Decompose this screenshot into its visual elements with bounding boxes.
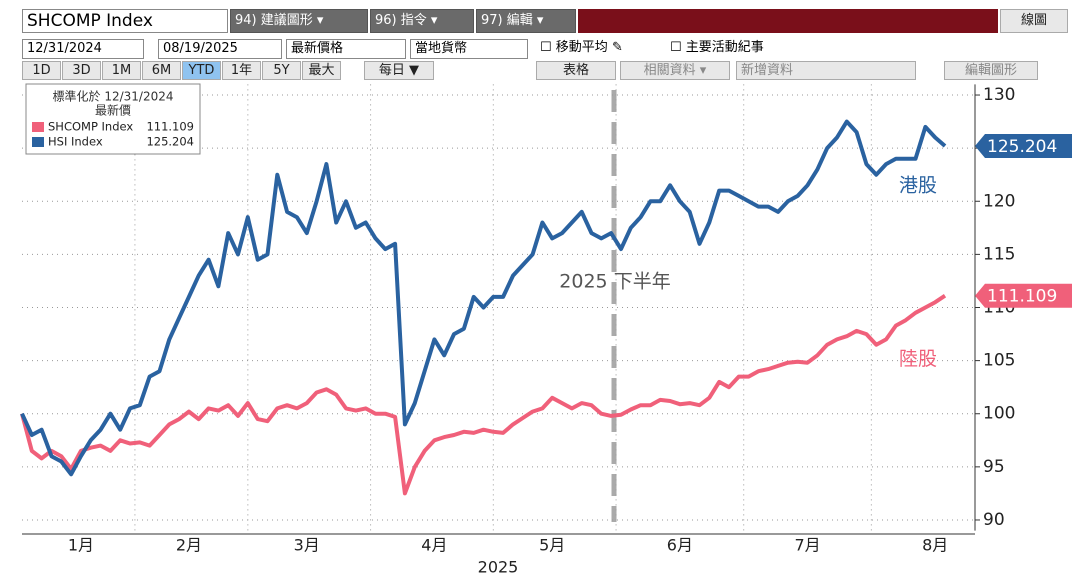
toolbar-button[interactable]: 編輯圖形 [944, 61, 1038, 80]
series-line [20, 294, 947, 496]
legend-value: 125.204 [146, 135, 194, 149]
ticker[interactable]: SHCOMP Index [22, 9, 228, 33]
y-tick-label: 115 [983, 244, 1015, 264]
y-tick-label: 105 [983, 351, 1015, 371]
end-date[interactable]: 08/19/2025 [158, 39, 282, 59]
legend-subtitle: 最新價 [95, 103, 131, 118]
legend-value: 111.109 [146, 120, 194, 134]
option[interactable]: ☐ 移動平均 ✎ [540, 40, 623, 55]
option-label: 移動平均 [555, 40, 608, 55]
y-tick-label: 130 [983, 85, 1015, 105]
legend-title: 標準化於 12/31/2024 [53, 89, 174, 104]
toolbar-button[interactable]: 表格 [536, 61, 616, 80]
x-tick-label: 3月 [294, 536, 320, 555]
y-tick-label: 110 [983, 298, 1015, 318]
toolbar-button[interactable]: 最大 [302, 61, 341, 80]
y-tick-label: 100 [983, 404, 1015, 424]
series-line [20, 119, 947, 477]
legend-label: SHCOMP Index [48, 120, 133, 134]
toolbar-button[interactable]: 新增資料 [736, 61, 916, 80]
last-value-tag [975, 133, 1072, 158]
legend-swatch [32, 137, 44, 147]
y-tick-label: 90 [983, 510, 1005, 530]
title-bar [578, 9, 998, 33]
x-tick-label: 2月 [176, 536, 202, 555]
series-annotation: 陸股 [899, 348, 937, 370]
currency[interactable]: 當地貨幣 [410, 39, 528, 59]
toolbar-button[interactable]: 5Y [262, 61, 301, 80]
menu[interactable]: 97) 編輯 ▾ [476, 9, 576, 33]
x-tick-label: 6月 [667, 536, 693, 555]
x-tick-label: 1月 [68, 536, 94, 555]
toolbar-button[interactable]: 1M [102, 61, 141, 80]
x-tick-label: 8月 [922, 536, 948, 555]
last-value-label: 125.204 [987, 137, 1057, 157]
menu[interactable]: 96) 指令 ▾ [370, 9, 474, 33]
toolbar-button[interactable]: 3D [62, 61, 101, 80]
legend-label: HSI Index [48, 135, 103, 149]
annotation: 2025 下半年 [559, 271, 670, 293]
x-axis-label: 2025 [478, 558, 519, 577]
y-tick-label: 120 [983, 191, 1015, 211]
option-label: 主要活動紀事 [685, 40, 764, 55]
start-date[interactable]: 12/31/2024 [22, 39, 144, 59]
y-tick-label: 125 [983, 138, 1015, 158]
plot-area [22, 84, 975, 534]
last-value-label: 111.109 [987, 287, 1057, 307]
view[interactable]: 線圖 [1000, 9, 1068, 33]
menu[interactable]: 94) 建議圖形 ▾ [230, 9, 368, 33]
toolbar-button[interactable]: 相關資料 ▾ [620, 61, 730, 80]
toolbar-button[interactable]: YTD [182, 61, 221, 80]
x-tick-label: 4月 [421, 536, 447, 555]
x-tick-label: 7月 [794, 536, 820, 555]
toolbar-button[interactable]: 每日 ▼ [364, 61, 434, 80]
toolbar-button[interactable]: 6M [142, 61, 181, 80]
legend-swatch [32, 122, 44, 132]
y-tick-label: 95 [983, 457, 1005, 477]
toolbar-button[interactable]: 1年 [222, 61, 261, 80]
price-field[interactable]: 最新價格 [286, 39, 406, 59]
series-annotation: 港股 [899, 174, 937, 196]
x-tick-label: 5月 [539, 536, 565, 555]
toolbar-button[interactable]: 1D [22, 61, 61, 80]
last-value-tag [975, 283, 1072, 308]
option[interactable]: ☐ 主要活動紀事 [670, 40, 764, 55]
legend-box [25, 83, 201, 155]
